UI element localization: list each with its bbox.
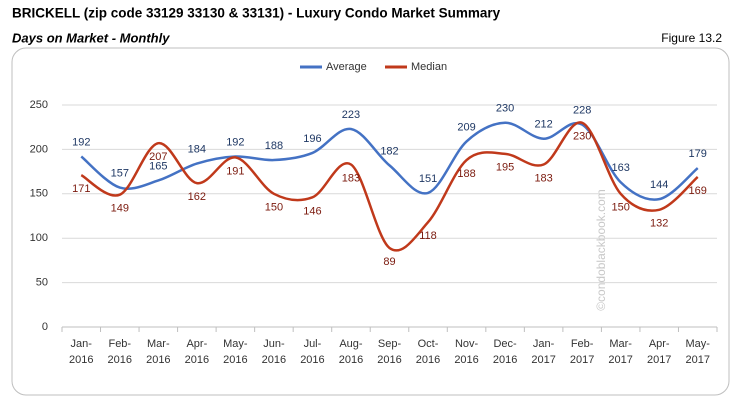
data-label: 212 [534,119,552,131]
x-tick-label: Mar-2016 [146,338,170,366]
data-label: 192 [72,136,90,148]
data-label: 157 [111,167,129,179]
x-tick-label: Sep-2016 [377,338,401,366]
data-label: 183 [534,172,552,184]
data-label: 150 [265,202,283,214]
chart-subtitle: Days on Market - Monthly [12,30,170,45]
data-label: 150 [611,202,629,214]
x-tick-label: Aug-2016 [339,338,363,366]
data-label: 192 [226,136,244,148]
legend-label: Average [326,61,367,73]
figure-label: Figure 13.2 [661,31,722,45]
data-label: 132 [650,218,668,230]
data-label: 179 [689,148,707,160]
x-tick-label: Jun-2016 [262,338,286,366]
data-label: 165 [149,160,167,172]
data-label: 196 [303,133,321,145]
y-tick-label: 100 [30,232,48,244]
data-label: 209 [457,121,475,133]
data-label: 169 [689,185,707,197]
x-tick-label: Jul-2016 [300,338,324,366]
x-tick-label: Feb-2016 [108,338,132,366]
legend-label: Median [411,61,447,73]
x-tick-label: Apr-2016 [185,338,209,366]
y-tick-label: 50 [36,277,48,289]
y-tick-label: 250 [30,99,48,111]
x-tick-label: May-2016 [223,338,248,366]
data-label: 163 [611,162,629,174]
y-tick-label: 150 [30,188,48,200]
data-label: 184 [188,144,206,156]
watermark: ©condoblackbook.com [594,189,608,311]
x-tick-label: Mar-2017 [608,338,632,366]
data-label: 230 [496,103,514,115]
x-tick-label: Jan-2016 [69,338,93,366]
x-tick-label: Nov-2016 [454,338,478,366]
data-label: 195 [496,162,514,174]
data-label: 151 [419,173,437,185]
chart-frame [11,47,730,396]
data-label: 188 [265,140,283,152]
data-label: 146 [303,205,321,217]
x-tick-label: May-2017 [685,338,710,366]
x-tick-label: Feb-2017 [570,338,594,366]
data-label: 188 [457,168,475,180]
data-label: 230 [573,131,591,143]
chart-title: BRICKELL (zip code 33129 33130 & 33131) … [12,6,501,21]
data-label: 144 [650,179,668,191]
line-series [80,121,699,252]
data-label: 171 [72,183,90,195]
data-label: 182 [380,145,398,157]
data-label: 89 [383,256,395,268]
y-tick-label: 200 [30,143,48,155]
x-tick-label: Apr-2017 [647,338,671,366]
data-label: 183 [342,172,360,184]
data-label: 191 [226,165,244,177]
data-label: 223 [342,109,360,121]
y-tick-label: 0 [42,321,48,333]
data-label: 149 [111,203,129,215]
data-label: 162 [188,191,206,203]
data-label: 228 [573,104,591,116]
x-tick-label: Jan-2017 [531,338,555,366]
x-tick-label: Dec-2016 [493,338,517,366]
data-label: 207 [149,151,167,163]
data-label: 118 [419,230,437,242]
x-tick-label: Oct-2016 [416,338,440,366]
